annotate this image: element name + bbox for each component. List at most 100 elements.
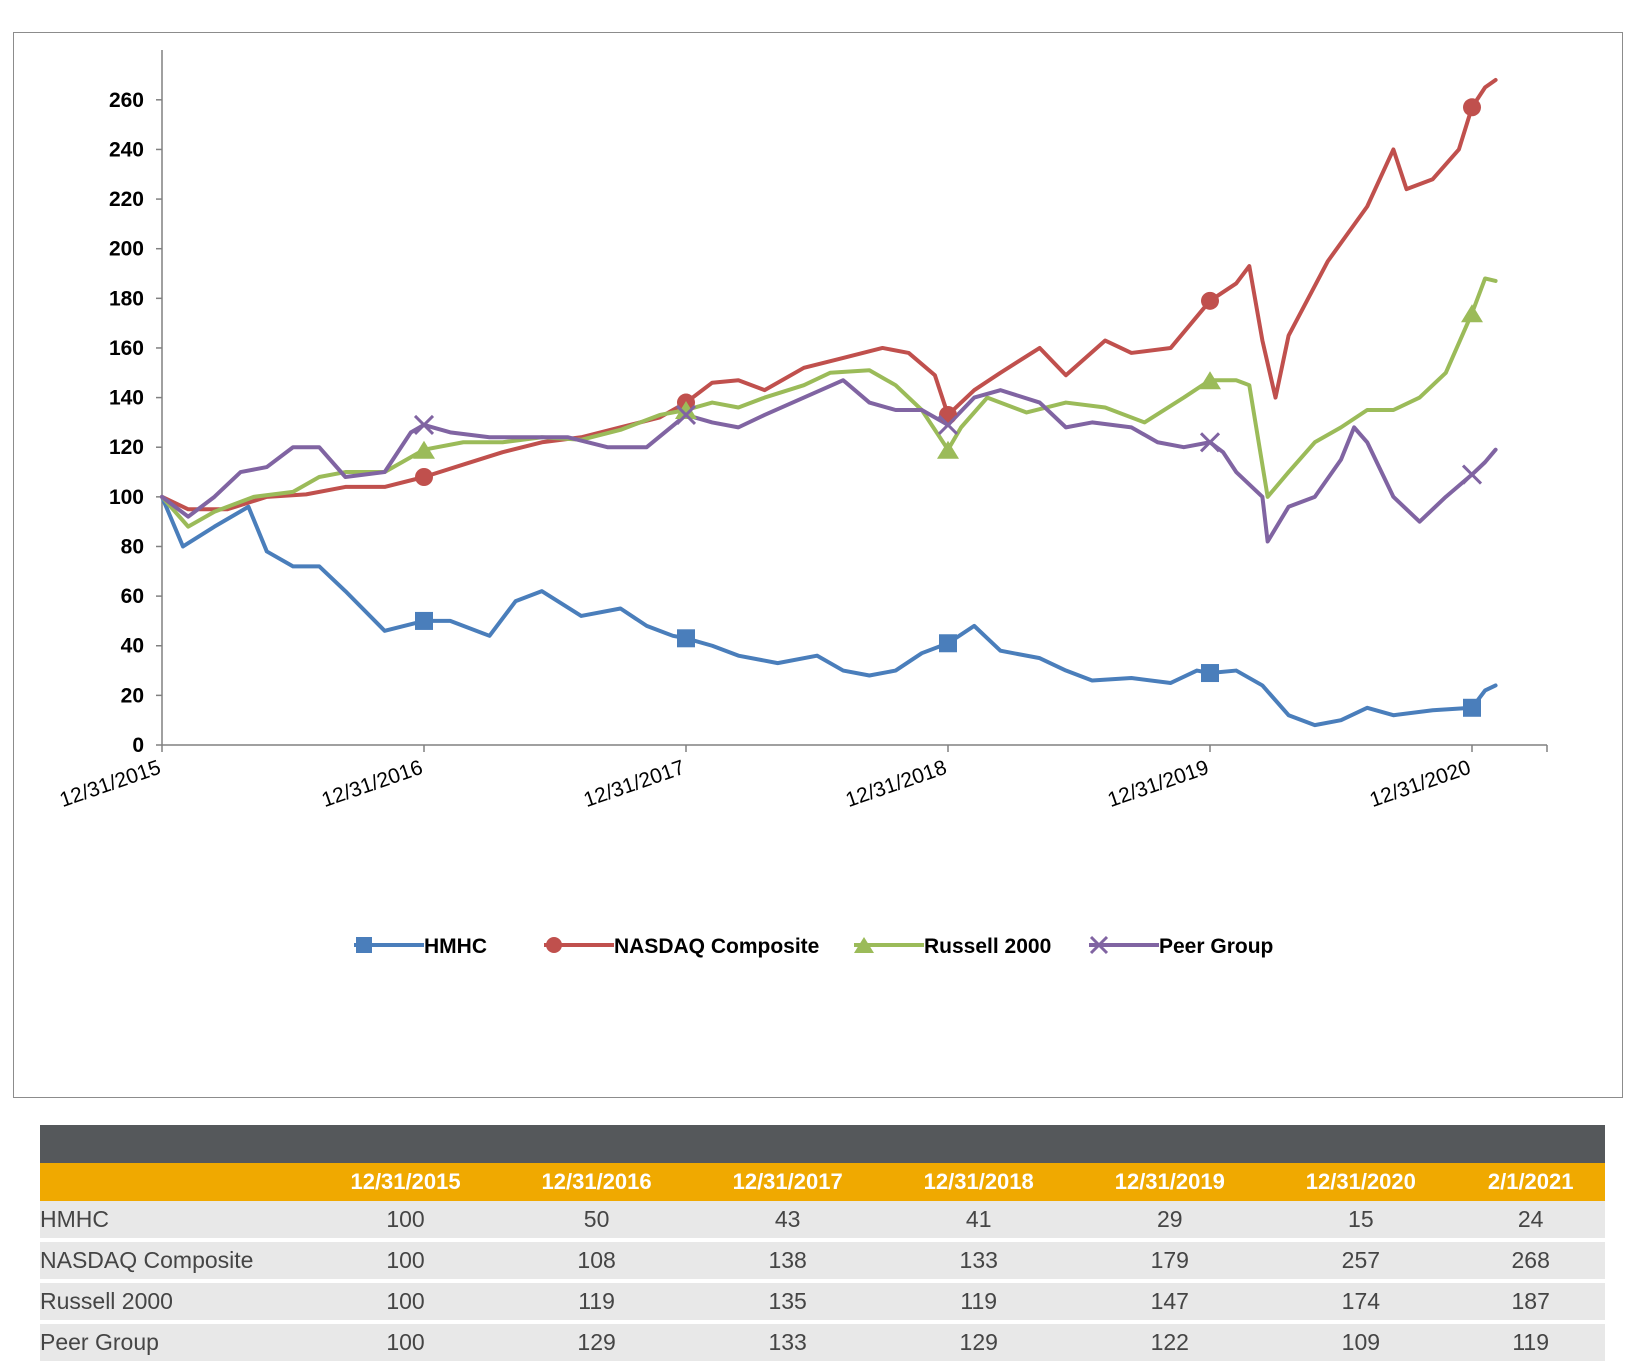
table-row-label: Russell 2000: [40, 1281, 310, 1324]
chart-frame: 0 20 40 60 80 100 120 140 160 180 200 220 240 260 12/…: [13, 32, 1623, 1098]
x-tick-label: 12/31/2020: [1367, 756, 1474, 812]
marker-stroke: [1199, 432, 1221, 453]
table-header-cell: 2/1/2021: [1456, 1163, 1605, 1201]
y-tick-label: 0: [132, 734, 144, 757]
legend-item: NASDAQ Composite: [544, 935, 819, 958]
table-cell: 129: [883, 1322, 1075, 1365]
table-cell: 108: [501, 1240, 693, 1283]
series-marker-circle: [546, 937, 562, 953]
series-marker-circle: [415, 468, 433, 486]
series-marker-square: [677, 629, 695, 648]
series-marker-square: [939, 634, 957, 653]
table-cell: 147: [1074, 1281, 1266, 1324]
legend-item: Peer Group: [1089, 935, 1273, 958]
series-line-peer-group: [160, 378, 1498, 544]
y-tick-label: 100: [109, 486, 144, 509]
y-tick-label: 80: [121, 535, 144, 558]
x-tick-label: 12/31/2018: [843, 756, 950, 812]
marker-stroke: [1089, 935, 1109, 955]
series-line-nasdaq-composite: [160, 77, 1498, 512]
table-header-cell: 12/31/2017: [692, 1163, 884, 1201]
table-cell: 29: [1074, 1201, 1266, 1242]
series-marker-triangle: [675, 401, 697, 419]
series-marker-x: [937, 414, 959, 435]
table-header-cell: 12/31/2016: [501, 1163, 693, 1201]
table-cell: 257: [1265, 1240, 1457, 1283]
x-tick-label: 12/31/2015: [57, 756, 164, 812]
series-marker-square: [415, 611, 433, 630]
table-cell: 133: [883, 1240, 1075, 1283]
table-cell: 119: [1456, 1322, 1605, 1365]
series-lines: [160, 77, 1498, 728]
table-cell: 268: [1456, 1240, 1605, 1283]
x-tick-label: 12/31/2019: [1105, 756, 1212, 812]
x-tick-label: 12/31/2017: [581, 756, 688, 812]
legend-item: Russell 2000: [854, 935, 1051, 958]
series-marker-x: [413, 414, 435, 435]
table-row-label: Peer Group: [40, 1322, 310, 1365]
table-cell: 43: [692, 1201, 884, 1242]
table-header-cell: [40, 1163, 310, 1201]
marker-stroke: [675, 404, 697, 426]
y-tick-label: 200: [109, 238, 144, 261]
table-cell: 100: [310, 1240, 502, 1283]
series-marker-triangle: [854, 937, 874, 953]
table-row-label: NASDAQ Composite: [40, 1240, 310, 1283]
legend: HMHC NASDAQ Composite Russell 2000 Peer Gro…: [354, 935, 1273, 958]
table-row: HMHC 100 50 43 41 29 15 24: [40, 1201, 1605, 1242]
series-marker-triangle: [1199, 371, 1221, 390]
table-header-cell: 12/31/2019: [1074, 1163, 1266, 1201]
table-cell: 133: [692, 1322, 884, 1365]
table-cell: 119: [501, 1281, 693, 1324]
table-row-label: HMHC: [40, 1201, 310, 1242]
y-tick-label: 160: [109, 337, 144, 360]
y-tick-label: 240: [109, 138, 144, 161]
table-header-cell: 12/31/2018: [883, 1163, 1075, 1201]
legend-label: Russell 2000: [924, 935, 1051, 958]
series-marker-x: [1461, 464, 1483, 485]
series-marker-x: [1199, 432, 1221, 453]
table-header-row: 12/31/2015 12/31/2016 12/31/2017 12/31/2…: [40, 1163, 1605, 1201]
legend-label: Peer Group: [1159, 935, 1273, 958]
table-header-cell: 12/31/2015: [310, 1163, 502, 1201]
marker-stroke: [1461, 464, 1483, 485]
table-row: Russell 2000 100 119 135 119 147 174 187: [40, 1281, 1605, 1324]
table-cell: 135: [692, 1281, 884, 1324]
table-cell: 41: [883, 1201, 1075, 1242]
y-tick-label: 260: [109, 89, 144, 112]
y-tick-label: 180: [109, 287, 144, 310]
table-row: Peer Group 100 129 133 129 122 109 119: [40, 1322, 1605, 1365]
y-tick-label: 220: [109, 188, 144, 211]
x-tick-label: 12/31/2016: [319, 756, 426, 812]
series-marker-square: [1201, 664, 1219, 683]
series-line-hmhc: [160, 494, 1498, 728]
series-marker-circle: [939, 405, 957, 424]
table-cell: 187: [1456, 1281, 1605, 1324]
table-cell: 129: [501, 1322, 693, 1365]
table-cell: 138: [692, 1240, 884, 1283]
series-marker-x: [1089, 935, 1109, 955]
series-marker-circle: [1201, 291, 1219, 310]
y-tick-label: 40: [121, 635, 144, 658]
legend-label: NASDAQ Composite: [614, 935, 819, 958]
table-cell: 50: [501, 1201, 693, 1242]
table-cell: 100: [310, 1281, 502, 1324]
table-cell: 15: [1265, 1201, 1457, 1242]
legend-label: HMHC: [424, 935, 487, 958]
line-chart: 0 20 40 60 80 100 120 140 160 180 200 220 240 260 12/…: [57, 50, 1548, 958]
series-marker-square: [1463, 698, 1481, 717]
series-line-russell-2000: [160, 276, 1498, 529]
table-top-band: [40, 1125, 1605, 1163]
series-marker-square: [356, 937, 372, 953]
table-cell: 24: [1456, 1201, 1605, 1242]
table-cell: 100: [310, 1322, 502, 1365]
table-cell: 109: [1265, 1322, 1457, 1365]
series-marker-x: [675, 404, 697, 426]
table-header-cell: 12/31/2020: [1265, 1163, 1457, 1201]
series-marker-triangle: [1461, 304, 1483, 323]
marker-stroke: [413, 414, 435, 435]
table-cell: 119: [883, 1281, 1075, 1324]
y-axis: 0 20 40 60 80 100 120 140 160 180 200 220 240 260: [109, 50, 163, 757]
table-cell: 122: [1074, 1322, 1266, 1365]
legend-item: HMHC: [354, 935, 487, 958]
